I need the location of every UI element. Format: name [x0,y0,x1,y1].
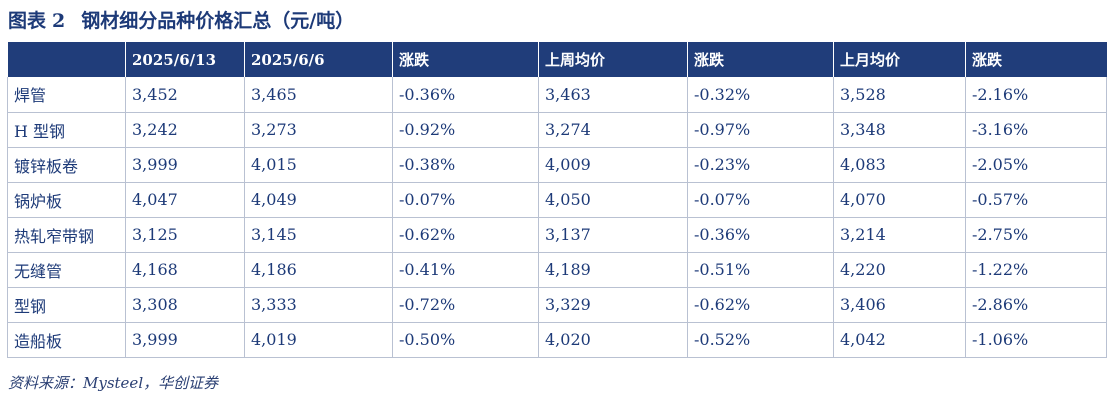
cell-change-month-avg: -1.06% [965,322,1107,358]
cell-last-week-avg: 4,050 [538,182,688,218]
cell-price-previous: 3,145 [244,217,393,253]
header-change-week-avg: 涨跌 [687,42,834,77]
header-change-month-avg: 涨跌 [965,42,1107,77]
table-row: H 型钢 3,242 3,273 -0.92% 3,274 -0.97% 3,348 -3.1… [7,112,1107,148]
cell-product-name: 热轧窄带钢 [7,217,126,253]
cell-price-previous: 4,186 [244,252,393,288]
cell-last-month-avg: 3,214 [833,217,966,253]
header-product [7,42,126,77]
cell-product-name: H 型钢 [7,112,126,148]
table-row: 型钢 3,308 3,333 -0.72% 3,329 -0.62% 3,406 -2.86% [7,287,1107,323]
cell-price-current: 4,047 [125,182,245,218]
cell-price-current: 3,452 [125,77,245,113]
cell-price-current: 3,999 [125,147,245,183]
cell-product-name: 型钢 [7,287,126,323]
cell-product-name: 无缝管 [7,252,126,288]
cell-product-name: 造船板 [7,322,126,358]
cell-last-month-avg: 3,348 [833,112,966,148]
cell-last-month-avg: 4,083 [833,147,966,183]
cell-price-previous: 4,049 [244,182,393,218]
cell-last-week-avg: 3,463 [538,77,688,113]
table-body: 焊管 3,452 3,465 -0.36% 3,463 -0.32% 3,528 -2.16%… [7,77,1107,358]
cell-price-current: 3,308 [125,287,245,323]
figure-number: 2 [52,10,66,32]
cell-change-month-avg: -0.57% [965,182,1107,218]
cell-change-month-avg: -3.16% [965,112,1107,148]
header-date-previous: 2025/6/6 [244,42,393,77]
cell-change-week-avg: -0.32% [687,77,834,113]
figure-title-text: 钢材细分品种价格汇总（元/吨） [81,10,355,32]
cell-last-month-avg: 4,042 [833,322,966,358]
cell-price-previous: 4,015 [244,147,393,183]
cell-last-month-avg: 3,406 [833,287,966,323]
cell-price-previous: 3,273 [244,112,393,148]
cell-change-week: -0.07% [392,182,539,218]
cell-change-week: -0.62% [392,217,539,253]
source-note: 资料来源：Mysteel，华创证券 [8,374,219,392]
table-row: 锅炉板 4,047 4,049 -0.07% 4,050 -0.07% 4,070 -0.57… [7,182,1107,218]
cell-change-month-avg: -2.75% [965,217,1107,253]
cell-change-month-avg: -1.22% [965,252,1107,288]
table-header-row: 2025/6/13 2025/6/6 涨跌 上周均价 涨跌 上月均价 涨跌 [7,42,1107,77]
cell-change-month-avg: -2.86% [965,287,1107,323]
table-row: 热轧窄带钢 3,125 3,145 -0.62% 3,137 -0.36% 3,214 -2.… [7,217,1107,253]
cell-change-week-avg: -0.52% [687,322,834,358]
cell-price-current: 3,999 [125,322,245,358]
cell-price-previous: 3,333 [244,287,393,323]
cell-last-month-avg: 4,070 [833,182,966,218]
header-last-week-avg: 上周均价 [538,42,688,77]
figure-title: 图表 2 钢材细分品种价格汇总（元/吨） [8,6,354,33]
cell-change-week-avg: -0.62% [687,287,834,323]
figure-label: 图表 [8,10,47,32]
table-row: 焊管 3,452 3,465 -0.36% 3,463 -0.32% 3,528 -2.16% [7,77,1107,113]
cell-price-current: 4,168 [125,252,245,288]
cell-change-week: -0.41% [392,252,539,288]
cell-last-month-avg: 4,220 [833,252,966,288]
price-table: 2025/6/13 2025/6/6 涨跌 上周均价 涨跌 上月均价 涨跌 焊管… [7,42,1107,358]
cell-change-week-avg: -0.07% [687,182,834,218]
cell-price-previous: 4,019 [244,322,393,358]
cell-change-month-avg: -2.05% [965,147,1107,183]
table-row: 造船板 3,999 4,019 -0.50% 4,020 -0.52% 4,042 -1.06… [7,322,1107,358]
cell-last-week-avg: 4,020 [538,322,688,358]
cell-change-week: -0.36% [392,77,539,113]
cell-last-month-avg: 3,528 [833,77,966,113]
cell-change-week-avg: -0.36% [687,217,834,253]
cell-product-name: 镀锌板卷 [7,147,126,183]
cell-change-month-avg: -2.16% [965,77,1107,113]
cell-change-week-avg: -0.97% [687,112,834,148]
cell-change-week: -0.72% [392,287,539,323]
cell-last-week-avg: 3,137 [538,217,688,253]
cell-last-week-avg: 3,274 [538,112,688,148]
cell-change-week: -0.92% [392,112,539,148]
cell-last-week-avg: 4,009 [538,147,688,183]
header-date-current: 2025/6/13 [125,42,245,77]
cell-change-week-avg: -0.23% [687,147,834,183]
cell-price-current: 3,125 [125,217,245,253]
cell-price-previous: 3,465 [244,77,393,113]
cell-price-current: 3,242 [125,112,245,148]
cell-last-week-avg: 3,329 [538,287,688,323]
cell-last-week-avg: 4,189 [538,252,688,288]
cell-product-name: 焊管 [7,77,126,113]
cell-change-week: -0.38% [392,147,539,183]
cell-change-week: -0.50% [392,322,539,358]
table-row: 无缝管 4,168 4,186 -0.41% 4,189 -0.51% 4,220 -1.22… [7,252,1107,288]
cell-product-name: 锅炉板 [7,182,126,218]
cell-change-week-avg: -0.51% [687,252,834,288]
header-last-month-avg: 上月均价 [833,42,966,77]
header-change-week: 涨跌 [392,42,539,77]
table-row: 镀锌板卷 3,999 4,015 -0.38% 4,009 -0.23% 4,083 -2.0… [7,147,1107,183]
